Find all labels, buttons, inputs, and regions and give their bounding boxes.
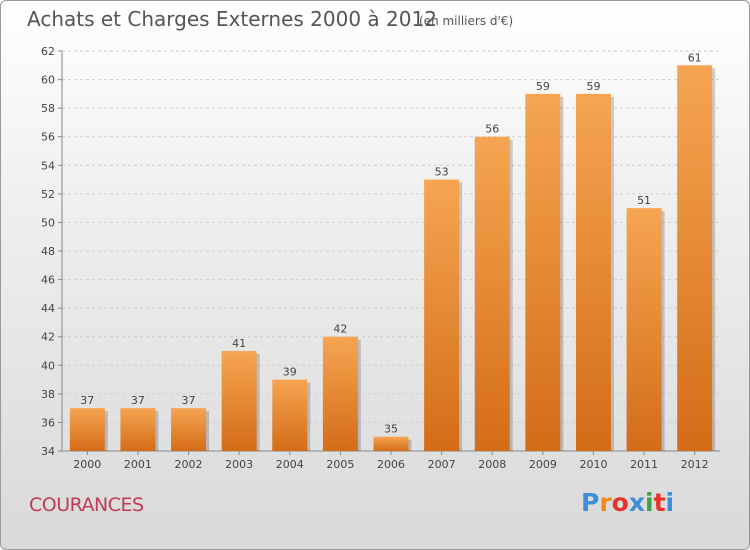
- proxiti-logo[interactable]: Proxiti: [581, 488, 674, 517]
- chart-title: Achats et Charges Externes 2000 à 2012: [27, 7, 437, 31]
- chart-subtitle: (en milliers d'€): [419, 14, 514, 28]
- y-tick-label: 38: [41, 388, 55, 401]
- y-tick-label: 48: [41, 245, 55, 258]
- logo-letter: i: [665, 488, 675, 517]
- y-tick-label: 40: [41, 359, 55, 372]
- y-tick-label: 56: [41, 131, 55, 144]
- data-label: 37: [131, 394, 145, 407]
- x-tick-label: 2008: [478, 458, 506, 471]
- y-tick-label: 50: [41, 216, 55, 229]
- data-labels: 37 37 37 41 39 42 35 53 56 59 59 51 61: [80, 51, 701, 435]
- logo-letter: o: [611, 488, 629, 517]
- y-tick-label: 54: [41, 159, 55, 172]
- x-tick-label: 2006: [377, 458, 405, 471]
- grid-lines: [62, 50, 720, 452]
- bar: [221, 351, 257, 451]
- commune-name: COURANCES: [29, 494, 144, 516]
- data-label: 37: [182, 394, 196, 407]
- y-tick-label: 44: [41, 302, 55, 315]
- logo-letter: x: [628, 488, 645, 517]
- y-tick-label: 36: [41, 416, 55, 429]
- data-label: 35: [384, 423, 398, 436]
- logo-letter: r: [599, 488, 612, 517]
- bar: [677, 65, 713, 452]
- data-label: 39: [283, 366, 297, 379]
- x-tick-label: 2010: [579, 458, 607, 471]
- bar: [120, 408, 156, 451]
- bars: [69, 65, 716, 452]
- bar: [525, 93, 561, 451]
- logo-letter: t: [653, 488, 666, 517]
- x-tick-label: 2000: [73, 458, 101, 471]
- data-label: 41: [232, 337, 246, 350]
- x-tick-label: 2002: [175, 458, 203, 471]
- data-label: 61: [688, 51, 702, 64]
- y-tick-label: 60: [41, 74, 55, 87]
- bar: [575, 93, 611, 451]
- bar: [69, 408, 105, 451]
- data-label: 59: [536, 80, 550, 93]
- logo-letter: P: [581, 488, 600, 517]
- x-tick-label: 2012: [681, 458, 709, 471]
- bar: [474, 136, 510, 451]
- data-label: 53: [435, 166, 449, 179]
- y-tick-label: 46: [41, 274, 55, 287]
- data-label: 59: [586, 80, 600, 93]
- x-tick-label: 2005: [326, 458, 354, 471]
- y-tick-label: 52: [41, 188, 55, 201]
- x-tick-label: 2011: [630, 458, 658, 471]
- data-label: 51: [637, 194, 651, 207]
- data-label: 42: [333, 323, 347, 336]
- x-tick-label: 2003: [225, 458, 253, 471]
- y-tick-label: 34: [41, 445, 55, 458]
- x-tick-label: 2001: [124, 458, 152, 471]
- logo-letter: i: [645, 488, 654, 517]
- bar: [322, 336, 358, 451]
- bar: [424, 179, 460, 452]
- bar: [171, 408, 207, 451]
- x-tick-label: 2007: [428, 458, 456, 471]
- y-tick-label: 58: [41, 102, 55, 115]
- y-tick-label: 42: [41, 331, 55, 344]
- data-label: 37: [80, 394, 94, 407]
- bar: [272, 379, 308, 451]
- x-tick-label: 2009: [529, 458, 557, 471]
- y-tick-label: 62: [41, 45, 55, 58]
- data-label: 56: [485, 123, 499, 136]
- x-tick-label: 2004: [276, 458, 304, 471]
- bar: [626, 208, 662, 451]
- bar: [373, 436, 409, 451]
